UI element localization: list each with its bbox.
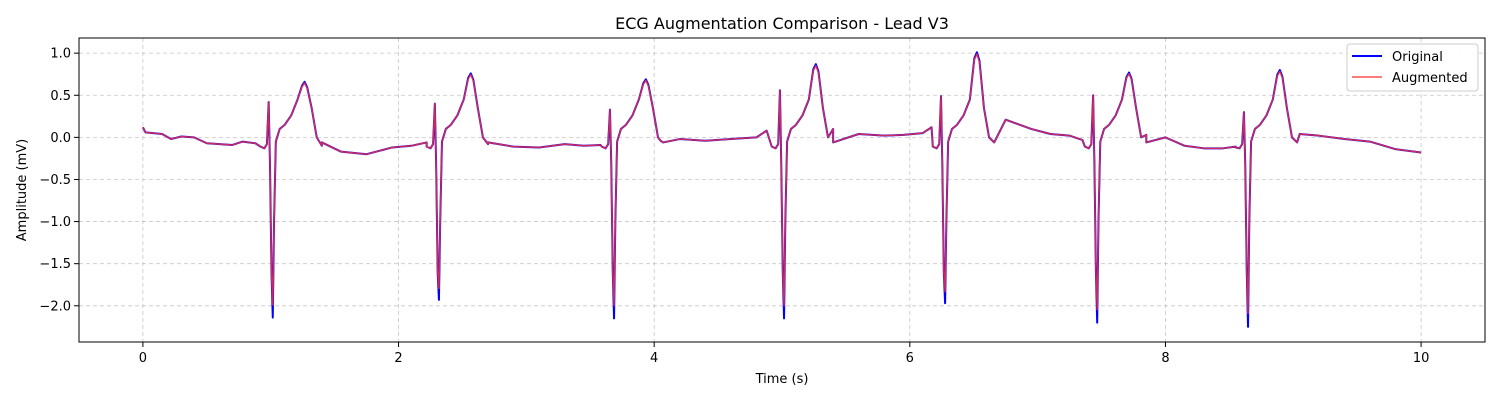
- axis-ticks: 0 2 4 6 8 10 −2.0 −1.5 −1.0 −0.5 0.0 0.5 1.0: [39, 47, 1429, 366]
- legend: Original Augmented: [1346, 43, 1479, 92]
- x-tick-label: 2: [394, 351, 402, 366]
- y-axis-label: Amplitude (mV): [15, 139, 30, 241]
- y-tick-label: 0.5: [50, 89, 71, 104]
- x-tick-label: 0: [139, 351, 147, 366]
- x-tick-label: 6: [906, 351, 914, 366]
- x-axis-label: Time (s): [755, 372, 809, 387]
- legend-label-original: Original: [1392, 50, 1443, 65]
- x-tick-label: 8: [1161, 351, 1169, 366]
- y-tick-label: 0.0: [50, 131, 71, 146]
- x-tick-label: 4: [650, 351, 658, 366]
- series-layer: [142, 51, 1422, 328]
- x-tick-label: 10: [1413, 351, 1430, 366]
- series-line-augmented: [142, 53, 1422, 315]
- y-tick-label: −1.5: [39, 257, 71, 272]
- plot-frame: [78, 37, 1486, 343]
- y-tick-label: −2.0: [39, 299, 71, 314]
- legend-label-augmented: Augmented: [1392, 71, 1468, 86]
- chart-title: ECG Augmentation Comparison - Lead V3: [615, 14, 949, 33]
- y-tick-label: 1.0: [50, 47, 71, 62]
- y-tick-label: −1.0: [39, 215, 71, 230]
- y-tick-label: −0.5: [39, 173, 71, 188]
